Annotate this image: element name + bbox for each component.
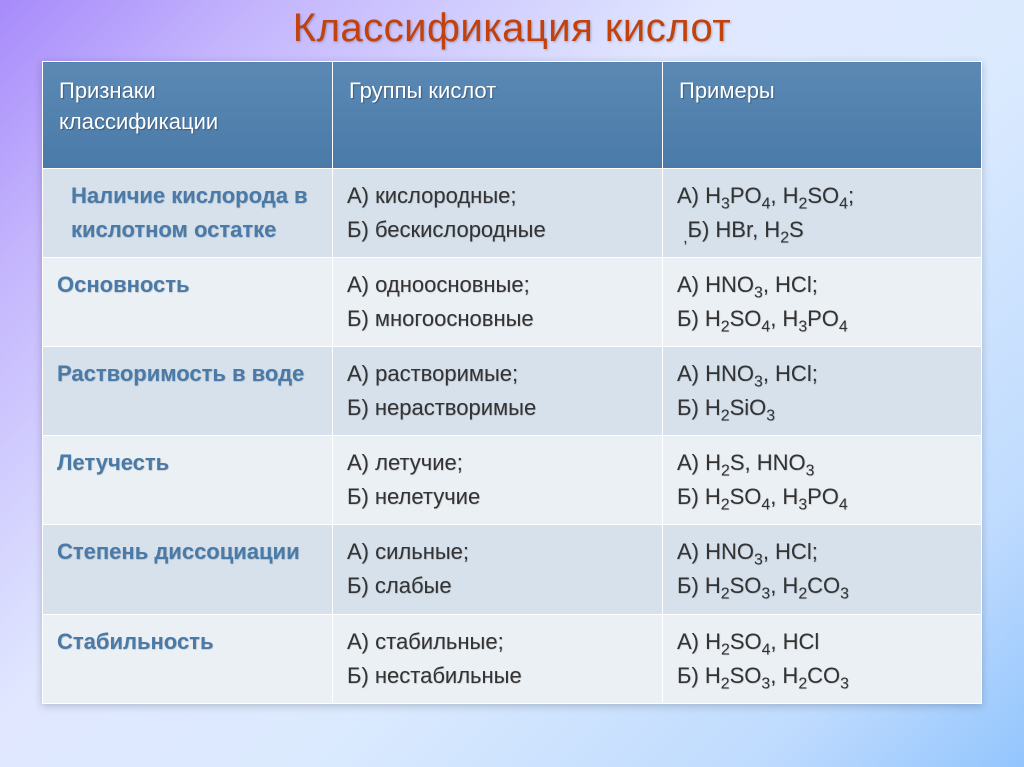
header-examples: Примеры: [663, 62, 982, 169]
cell-examples: А) H2SO4, HClБ) H2SO3, H2CO3: [663, 614, 982, 703]
cell-examples: А) HNO3, HCl;Б) H2SiO3: [663, 346, 982, 435]
cell-criterion: Растворимость в воде: [43, 346, 333, 435]
table-row: Растворимость в водеА) растворимые;Б) не…: [43, 346, 982, 435]
cell-groups: А) летучие;Б) нелетучие: [333, 436, 663, 525]
table-row: Степень диссоциацииА) сильные;Б) слабыеА…: [43, 525, 982, 614]
cell-groups: А) одноосновные;Б) многоосновные: [333, 257, 663, 346]
table-row: ОсновностьА) одноосновные;Б) многоосновн…: [43, 257, 982, 346]
table-row: ЛетучестьА) летучие;Б) нелетучиеА) H2S, …: [43, 436, 982, 525]
header-groups: Группы кислот: [333, 62, 663, 169]
cell-criterion: Основность: [43, 257, 333, 346]
table-row: Наличие кислорода в кислотном остаткеА) …: [43, 168, 982, 257]
cell-criterion: Стабильность: [43, 614, 333, 703]
header-criteria: Признаки классификации: [43, 62, 333, 169]
cell-examples: А) HNO3, HCl;Б) H2SO4, H3PO4: [663, 257, 982, 346]
cell-criterion: Летучесть: [43, 436, 333, 525]
table-row: СтабильностьА) стабильные;Б) нестабильны…: [43, 614, 982, 703]
page-title: Классификация кислот: [293, 6, 731, 51]
table-body: Наличие кислорода в кислотном остаткеА) …: [43, 168, 982, 703]
cell-examples: А) H2S, HNO3Б) H2SO4, H3PO4: [663, 436, 982, 525]
classification-table: Признаки классификации Группы кислот При…: [42, 61, 982, 704]
cell-groups: А) сильные;Б) слабые: [333, 525, 663, 614]
cell-criterion: Наличие кислорода в кислотном остатке: [43, 168, 333, 257]
table-header-row: Признаки классификации Группы кислот При…: [43, 62, 982, 169]
cell-criterion: Степень диссоциации: [43, 525, 333, 614]
cell-groups: А) растворимые;Б) нерастворимые: [333, 346, 663, 435]
cell-examples: А) HNO3, HCl;Б) H2SO3, H2CO3: [663, 525, 982, 614]
cell-examples: А) H3PO4, H2SO4; ,Б) HBr, H2S: [663, 168, 982, 257]
cell-groups: А) стабильные;Б) нестабильные: [333, 614, 663, 703]
cell-groups: А) кислородные;Б) бескислородные: [333, 168, 663, 257]
